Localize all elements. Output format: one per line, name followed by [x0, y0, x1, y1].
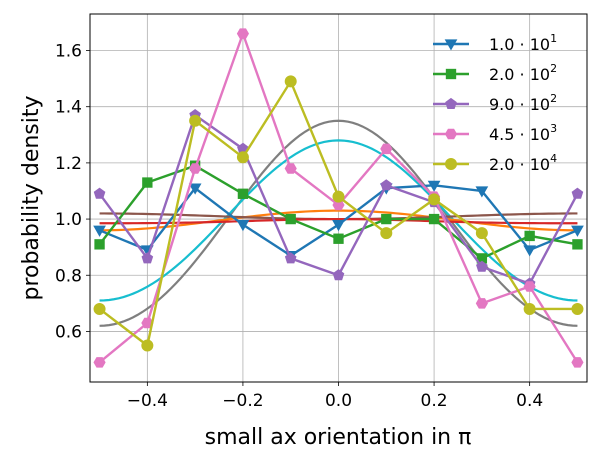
data-point: [332, 269, 345, 281]
series-line: [93, 28, 584, 368]
data-point: [428, 213, 440, 225]
data-point: [94, 239, 105, 250]
data-point: [236, 151, 249, 164]
y-tick-label: 0.8: [55, 266, 82, 286]
legend-entry: 2.0 · 102: [433, 62, 557, 84]
data-point: [444, 39, 458, 51]
data-point: [523, 281, 536, 292]
x-tick-label: 0.0: [325, 391, 352, 411]
y-axis-ticks: 0.6 0.8 1.0 1.2 1.4 1.6: [55, 42, 90, 342]
data-point: [380, 143, 393, 155]
y-tick-label: 1.4: [55, 98, 82, 118]
data-point: [444, 128, 458, 140]
data-point: [141, 339, 154, 352]
data-point: [427, 180, 441, 192]
data-point: [236, 28, 249, 39]
data-point: [523, 245, 537, 257]
y-tick-label: 1.0: [55, 210, 82, 230]
data-point: [476, 260, 488, 272]
data-point: [93, 187, 106, 199]
legend-label: 2.0 · 104: [489, 152, 557, 174]
y-tick-label: 1.6: [55, 42, 82, 62]
data-point: [93, 357, 106, 368]
y-tick-label: 0.6: [55, 322, 82, 342]
x-tick-label: 0.4: [516, 391, 543, 411]
legend-entry: 2.0 · 104: [433, 152, 557, 174]
data-point: [284, 75, 297, 88]
data-point: [237, 188, 249, 199]
y-tick-label: 1.2: [55, 154, 82, 174]
legend-label: 9.0 · 102: [489, 92, 557, 114]
data-point: [142, 177, 153, 188]
data-point: [93, 302, 106, 315]
data-point: [571, 357, 584, 368]
x-axis-label: small ax orientation in π: [205, 425, 472, 450]
data-point: [333, 233, 344, 244]
data-point: [475, 298, 488, 309]
data-point: [189, 114, 202, 127]
data-point: [93, 225, 106, 237]
legend-entry: 1.0 · 101: [433, 32, 557, 54]
legend: 1.0 · 101 2.0 · 102 9.0 · 102 4.5 · 103 2.0 …: [433, 32, 557, 174]
data-point: [188, 183, 202, 195]
data-point: [445, 97, 457, 109]
data-point: [571, 187, 584, 199]
data-point: [285, 213, 296, 225]
data-point: [428, 193, 441, 206]
fit-curve: [99, 139, 578, 302]
y-axis-label: probability density: [19, 95, 44, 300]
data-point: [523, 302, 536, 315]
data-point: [332, 220, 345, 232]
data-point: [524, 230, 535, 242]
legend-label: 4.5 · 103: [489, 122, 557, 144]
legend-entry: 9.0 · 102: [433, 92, 557, 114]
data-point: [284, 252, 297, 264]
data-point: [475, 227, 488, 240]
legend-entry: 4.5 · 103: [433, 122, 557, 144]
data-point: [475, 186, 489, 198]
data-point: [236, 220, 250, 232]
data-point: [571, 302, 584, 315]
legend-label: 1.0 · 101: [489, 32, 557, 54]
data-point: [189, 163, 202, 174]
legend-label: 2.0 · 102: [489, 62, 557, 84]
fit-curve: [99, 209, 578, 232]
data-point: [284, 163, 297, 174]
x-tick-label: 0.2: [421, 391, 448, 411]
x-tick-label: −0.2: [222, 391, 263, 411]
x-tick-label: −0.4: [127, 391, 168, 411]
data-point: [381, 213, 392, 225]
x-axis-ticks: −0.4 −0.2 0.0 0.2 0.4: [127, 382, 543, 411]
data-point: [141, 252, 154, 264]
data-point: [445, 68, 457, 80]
series-line: [93, 75, 584, 352]
data-point: [445, 158, 457, 170]
data-point: [571, 225, 584, 237]
data-series: [93, 28, 584, 368]
data-point: [380, 179, 393, 191]
data-point: [332, 190, 345, 203]
data-point: [572, 239, 583, 250]
data-point: [380, 227, 393, 240]
fit-curve: [99, 119, 578, 327]
